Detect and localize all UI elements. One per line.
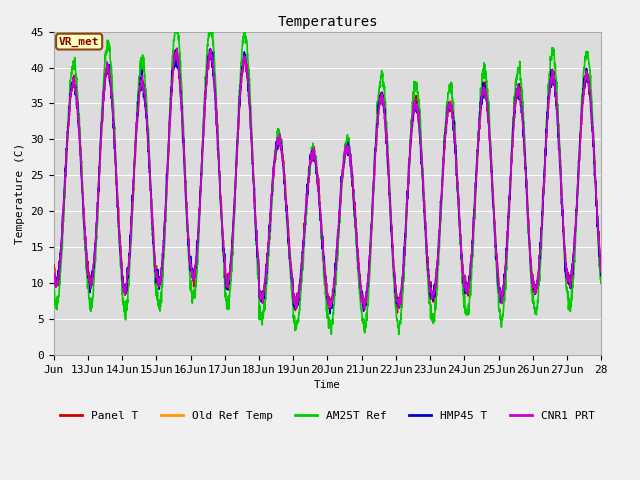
Text: VR_met: VR_met [59, 36, 99, 47]
Legend: Panel T, Old Ref Temp, AM25T Ref, HMP45 T, CNR1 PRT: Panel T, Old Ref Temp, AM25T Ref, HMP45 … [56, 406, 599, 425]
Y-axis label: Temperature (C): Temperature (C) [15, 143, 25, 244]
X-axis label: Time: Time [314, 381, 341, 391]
Title: Temperatures: Temperatures [277, 15, 378, 29]
